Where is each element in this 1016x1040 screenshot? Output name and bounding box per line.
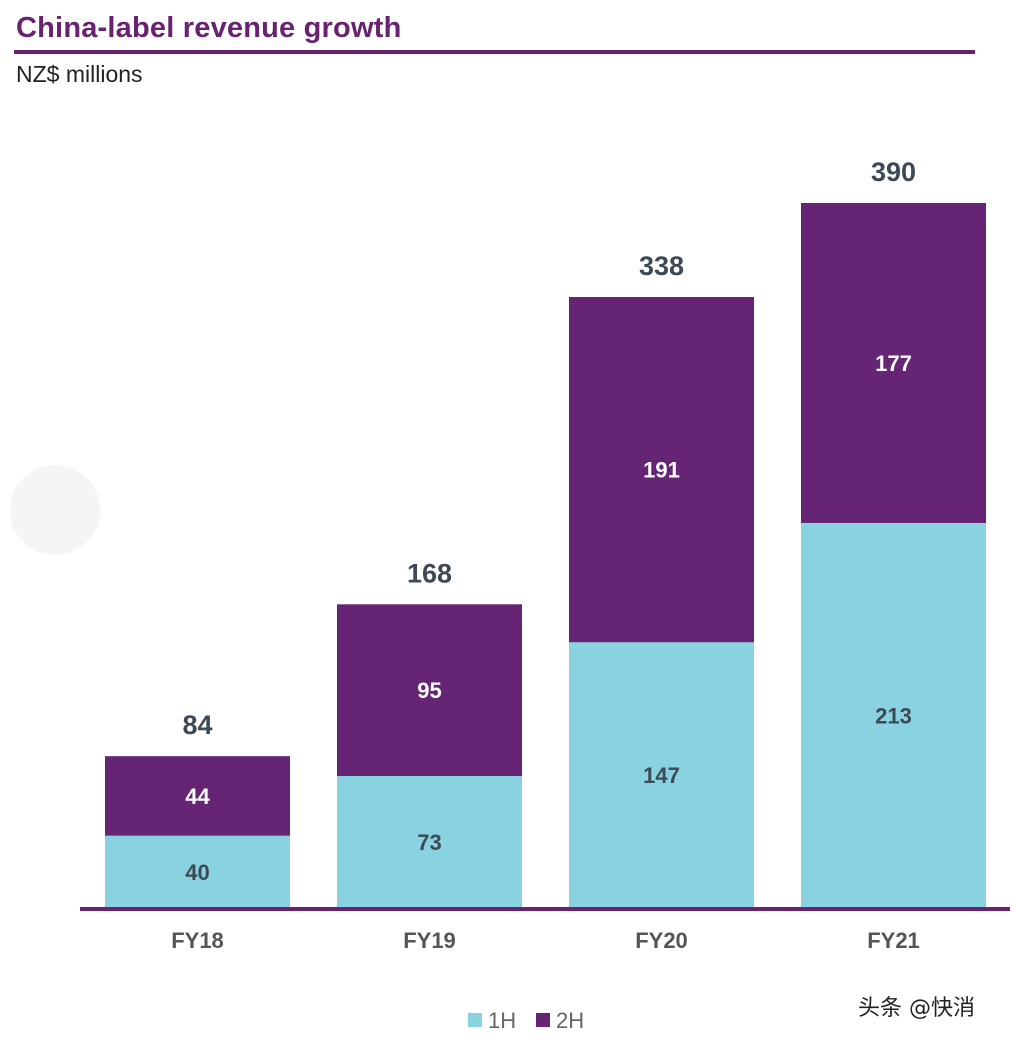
data-label: 73 — [417, 830, 441, 855]
title-divider — [14, 50, 975, 54]
data-label: 213 — [875, 703, 912, 728]
bar-2h-fy18 — [105, 756, 290, 836]
x-tick-label: FY21 — [867, 928, 920, 953]
bar-1h-fy21 — [801, 522, 986, 908]
data-label: 95 — [417, 678, 441, 703]
bar-2h-fy20 — [569, 297, 754, 643]
total-label: 390 — [871, 157, 916, 187]
x-tick-label: FY18 — [171, 928, 224, 953]
data-label: 177 — [875, 351, 912, 376]
data-label: 191 — [643, 458, 680, 483]
bar-2h-fy19 — [337, 604, 522, 777]
legend-swatch-2h — [536, 1013, 550, 1027]
bar-1h-fy18 — [105, 835, 290, 908]
data-label: 40 — [185, 860, 209, 885]
total-label: 84 — [182, 710, 212, 740]
chart-title: China-label revenue growth — [16, 12, 402, 44]
decorative-circle — [10, 465, 100, 555]
bar-2h-fy21 — [801, 203, 986, 523]
x-axis-line — [80, 907, 1010, 911]
total-label: 338 — [639, 251, 684, 281]
legend-label-1h: 1H — [488, 1008, 516, 1033]
x-tick-label: FY20 — [635, 928, 688, 953]
total-label: 168 — [407, 558, 452, 588]
x-tick-label: FY19 — [403, 928, 456, 953]
legend-swatch-1h — [468, 1013, 482, 1027]
data-label: 44 — [185, 784, 210, 809]
data-label: 147 — [643, 763, 680, 788]
bar-1h-fy19 — [337, 776, 522, 908]
legend-label-2h: 2H — [556, 1008, 584, 1033]
chart-subtitle: NZ$ millions — [16, 61, 143, 87]
bar-1h-fy20 — [569, 642, 754, 908]
watermark: 头条 @快消 — [858, 996, 975, 1021]
